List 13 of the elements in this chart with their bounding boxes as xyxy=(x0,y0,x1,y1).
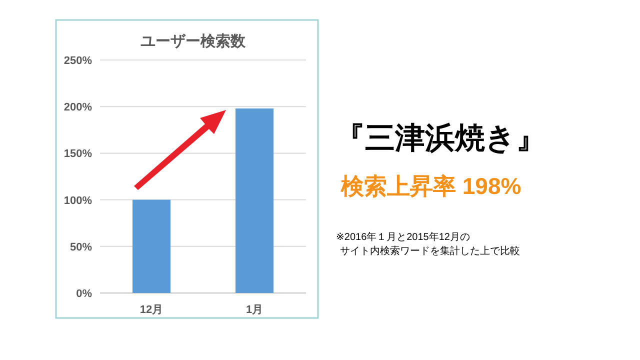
x-tick-label: 12月 xyxy=(140,304,164,316)
text: 『三津浜焼き』 xyxy=(335,122,546,155)
x-tick-label: 1月 xyxy=(246,304,264,316)
y-tick-label: 150% xyxy=(64,148,92,160)
chart-title: ユーザー検索数 xyxy=(140,33,246,50)
text: ※2016年１月と2015年12月の xyxy=(336,231,470,243)
y-tick-label: 50% xyxy=(70,241,92,254)
text: サイト内検索ワードを集計した上で比較 xyxy=(340,245,520,257)
text: 検索上昇率 198% xyxy=(340,173,522,199)
y-tick-label: 0% xyxy=(76,288,92,300)
y-tick-label: 250% xyxy=(64,55,92,67)
y-tick-label: 200% xyxy=(64,102,92,114)
y-tick-label: 100% xyxy=(64,194,92,207)
